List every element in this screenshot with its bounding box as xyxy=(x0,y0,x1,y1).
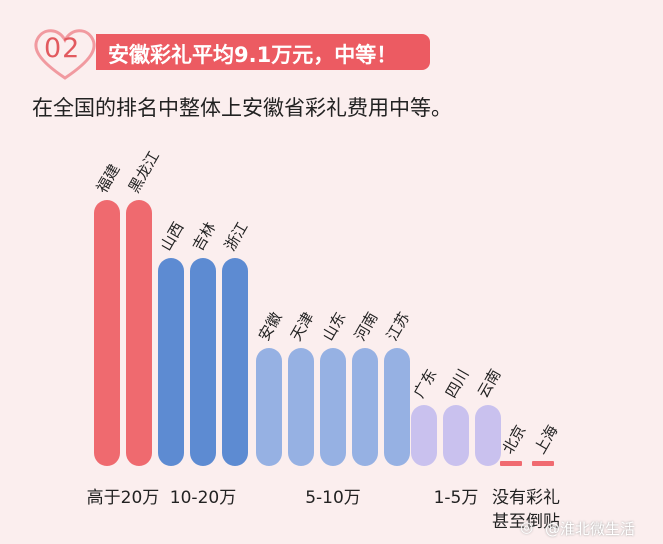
bar-山西 xyxy=(158,258,184,466)
bar-安徽 xyxy=(256,348,282,466)
bar-四川 xyxy=(443,405,469,466)
subtitle: 在全国的排名中整体上安徽省彩礼费用中等。 xyxy=(32,96,452,120)
province-label: 四川 xyxy=(442,366,473,401)
province-label: 江苏 xyxy=(383,309,414,344)
bar-江苏 xyxy=(384,348,410,466)
province-label: 北京 xyxy=(499,422,530,457)
category-label: 甚至倒贴 xyxy=(492,512,560,532)
category-label: 没有彩礼 xyxy=(492,488,560,508)
category-label: 高于20万 xyxy=(87,488,160,508)
province-label: 河南 xyxy=(351,309,382,344)
bar-广东 xyxy=(411,405,437,466)
province-label: 云南 xyxy=(474,366,505,401)
bar-黑龙江 xyxy=(126,200,152,466)
bar-上海 xyxy=(532,461,554,466)
province-label: 山西 xyxy=(157,219,188,254)
bar-云南 xyxy=(475,405,501,466)
banner-bar: 安徽彩礼平均9.1万元，中等！ xyxy=(96,34,430,70)
heart-icon xyxy=(34,29,96,80)
province-label: 天津 xyxy=(287,309,318,344)
bar-福建 xyxy=(94,200,120,466)
title-banner: 02 安徽彩礼平均9.1万元，中等！ xyxy=(30,26,430,80)
bar-天津 xyxy=(288,348,314,466)
province-label: 福建 xyxy=(93,161,124,196)
province-label: 浙江 xyxy=(221,219,252,254)
watermark: @淮北微生活 xyxy=(545,520,636,538)
category-label: 10-20万 xyxy=(170,488,236,508)
bar-浙江 xyxy=(222,258,248,466)
province-label: 山东 xyxy=(319,309,350,344)
province-label: 黑龙江 xyxy=(125,148,163,196)
category-label: 5-10万 xyxy=(305,488,361,508)
bar-吉林 xyxy=(190,258,216,466)
weibo-icon: ◎ xyxy=(520,518,534,536)
bar-北京 xyxy=(500,461,522,466)
banner-number: 02 xyxy=(44,33,81,64)
province-label: 上海 xyxy=(531,422,562,457)
bar-山东 xyxy=(320,348,346,466)
province-label: 安徽 xyxy=(255,309,286,344)
province-label: 广东 xyxy=(410,366,441,401)
bar-河南 xyxy=(352,348,378,466)
province-label: 吉林 xyxy=(189,219,220,254)
banner-title: 安徽彩礼平均9.1万元，中等！ xyxy=(108,43,398,67)
category-label: 1-5万 xyxy=(434,488,479,508)
